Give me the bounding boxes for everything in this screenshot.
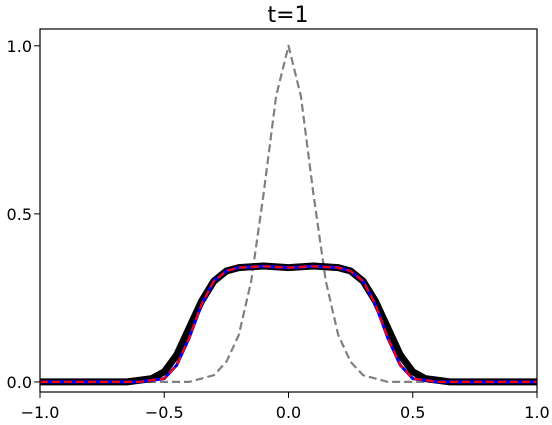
chart-title: t=1 [267, 3, 308, 28]
y-tick-label: 0.5 [7, 205, 32, 224]
axis-layer: −1.0 −0.5 0.0 0.5 1.0 0.0 0.5 1.0 [7, 37, 550, 422]
y-tick-label: 0.0 [7, 373, 32, 392]
x-tick-label: −0.5 [145, 403, 184, 422]
series-layer [40, 44, 537, 386]
plot-frame [39, 28, 538, 393]
series-line-3 [40, 265, 537, 383]
x-tick-label: 1.0 [524, 403, 549, 422]
x-tick-label: −1.0 [21, 403, 60, 422]
series-line-1 [40, 262, 537, 386]
x-tick-label: 0.5 [400, 403, 425, 422]
series-line-0 [40, 44, 537, 383]
x-tick-label: 0.0 [276, 403, 301, 422]
series-line-2 [40, 264, 537, 384]
y-tick-label: 1.0 [7, 37, 32, 56]
